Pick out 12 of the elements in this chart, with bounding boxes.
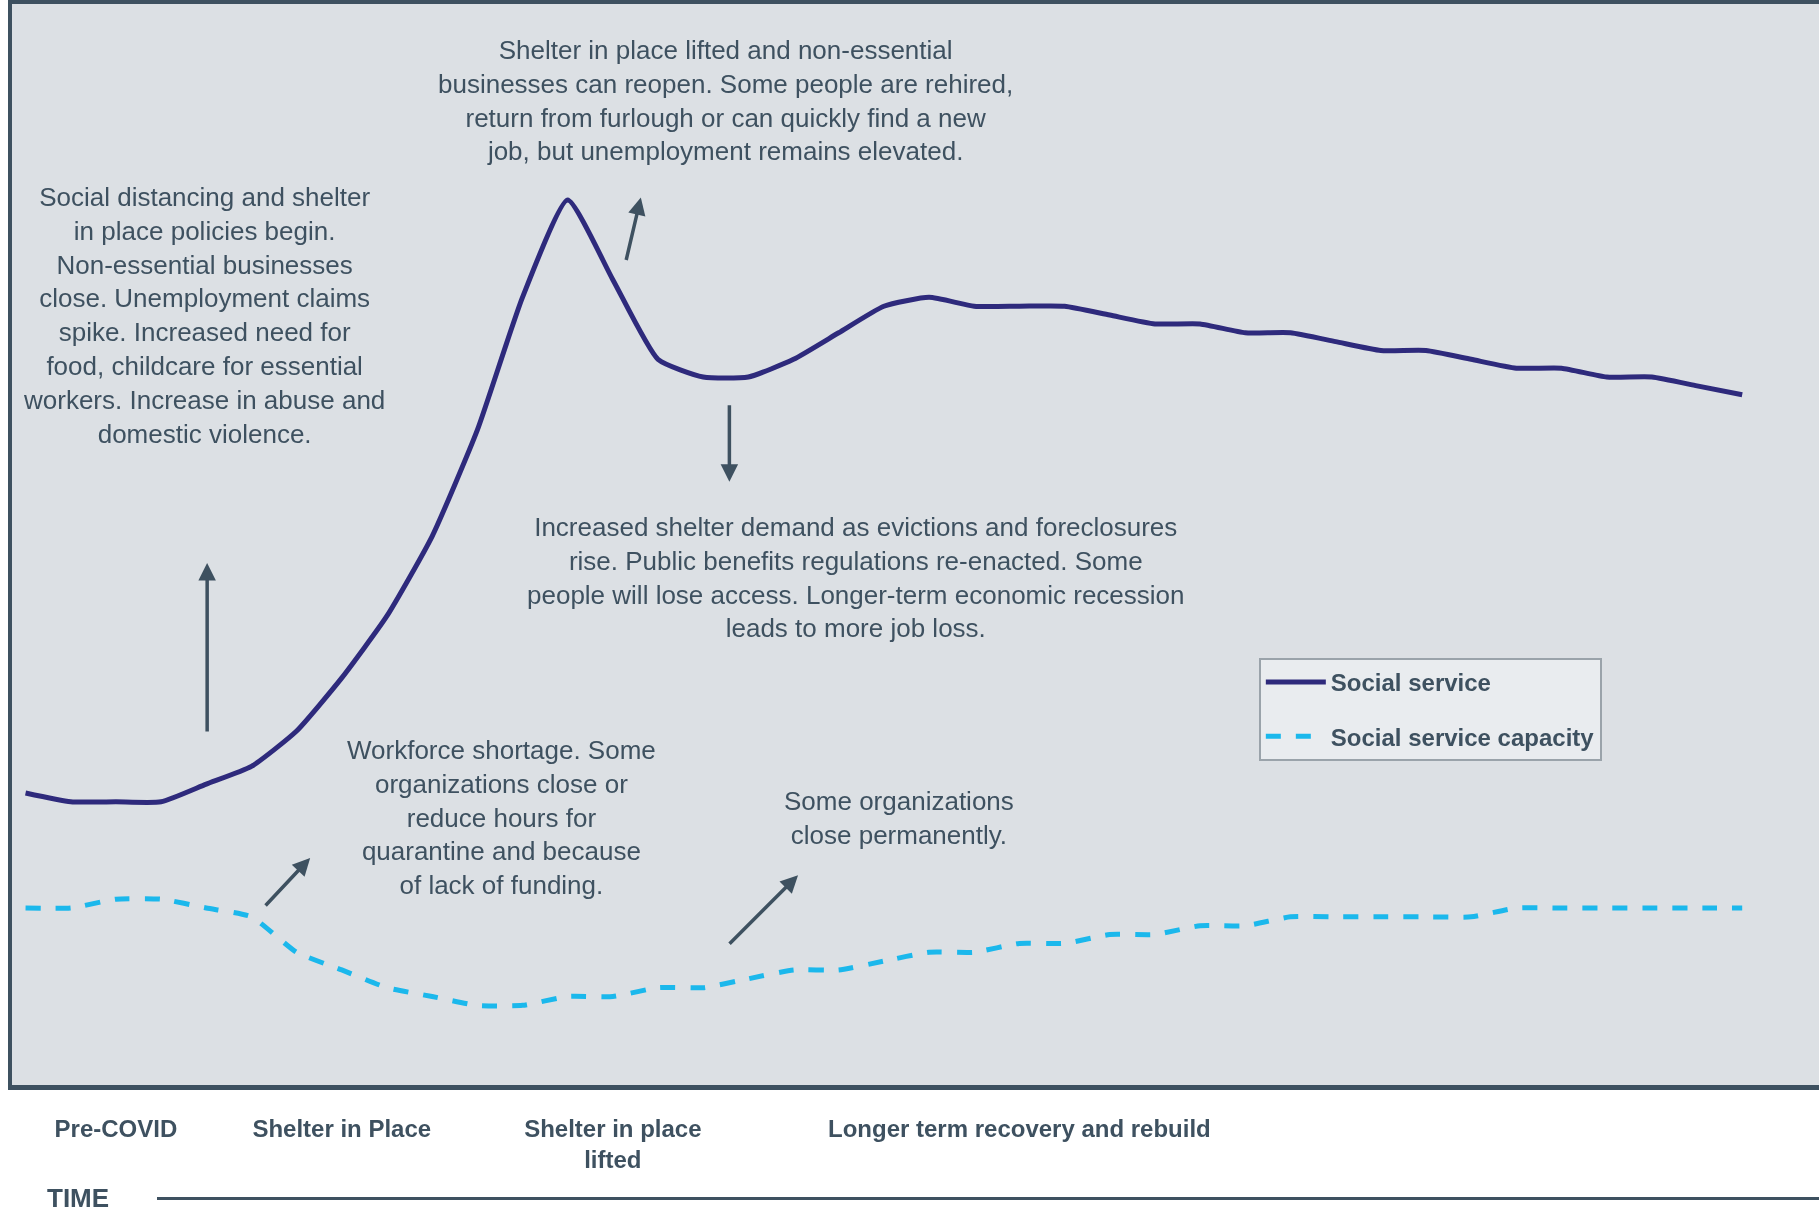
annotation: Increased shelter demand as evictions and foreclosures rise. Public benefits regulations re-enacted. Some people will lose access. Longer-term economic recession leads to more job loss.	[527, 512, 1185, 644]
x-tick-label: Shelter in place lifted	[524, 1114, 702, 1173]
x-tick-label: Longer term recovery and rebuild	[828, 1114, 1211, 1142]
x-tick-label: Pre-COVID	[54, 1114, 178, 1142]
legend-label: Social service	[1330, 669, 1491, 697]
annotation: Workforce shortage. Some organizations close or reduce hours for quarantine and because of lack of funding.	[347, 735, 656, 901]
legend-label: Social service capacity	[1330, 723, 1595, 751]
text: Shelter in place lifted and non-essential businesses can reopen. Some people are rehired, return from furlough or can quickly find a new job, but unemployment remains elevated.	[438, 35, 1014, 167]
annotation: Social distancing and shelter in place policies begin. Non-essential businesses close. Unemployment claims spike. Increased need for food, childcare for essential workers. Increase in abuse and domestic violence.	[23, 182, 386, 449]
x-tick-label: Shelter in Place	[252, 1114, 432, 1142]
annotation: Some organizations close permanently.	[784, 786, 1014, 850]
x-axis-title: TIME	[47, 1183, 110, 1208]
